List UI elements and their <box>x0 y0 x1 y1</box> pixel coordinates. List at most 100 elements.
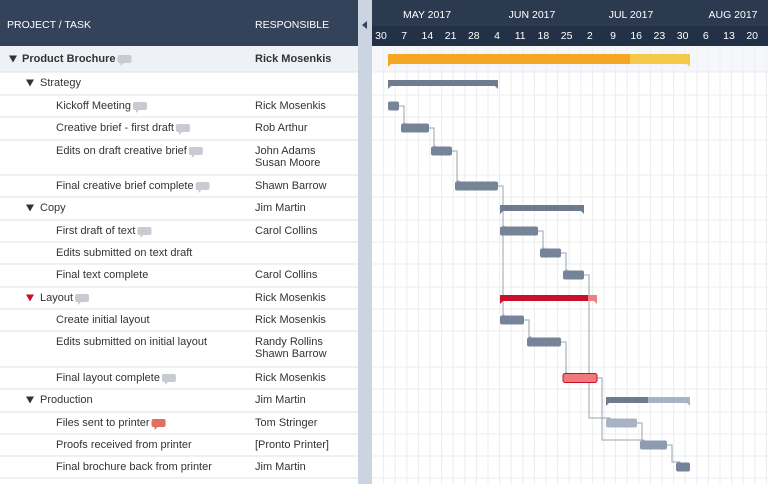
column-header[interactable]: RESPONSIBLE <box>255 19 329 31</box>
task-name[interactable]: Final text complete <box>56 269 148 281</box>
task-name[interactable]: Copy <box>40 202 66 214</box>
task-name[interactable]: Production <box>40 394 93 406</box>
task-bar[interactable] <box>500 315 524 325</box>
task-name[interactable]: Creative brief - first draft <box>56 122 174 134</box>
summary-bar-rest <box>630 54 690 64</box>
expand-toggle[interactable] <box>26 79 34 87</box>
task-bar[interactable] <box>676 462 690 472</box>
task-name[interactable]: Final creative brief complete <box>56 180 194 192</box>
summary-cap <box>388 83 391 89</box>
responsible: Shawn Barrow <box>255 348 327 360</box>
expand-toggle[interactable] <box>9 55 17 63</box>
dependency-link <box>637 422 645 441</box>
comment-icon[interactable] <box>175 124 190 135</box>
month-label: JUN 2017 <box>509 9 556 21</box>
day-label: 7 <box>401 30 407 42</box>
day-label: 9 <box>610 30 616 42</box>
responsible: Rick Mosenkis <box>255 292 326 304</box>
task-bar[interactable] <box>563 270 584 280</box>
responsible: Jim Martin <box>255 394 306 406</box>
task-bar[interactable] <box>527 337 561 347</box>
day-label: 11 <box>515 30 526 42</box>
task-bar[interactable] <box>562 373 598 383</box>
expand-toggle[interactable] <box>26 294 34 302</box>
day-label: 28 <box>468 30 480 42</box>
dependency-link <box>538 230 545 249</box>
expand-toggle[interactable] <box>26 396 34 404</box>
task-bar[interactable] <box>500 226 538 236</box>
responsible: Shawn Barrow <box>255 180 327 192</box>
summary-cap <box>606 400 609 406</box>
task-name[interactable]: First draft of text <box>56 225 135 237</box>
summary-bar-rest <box>588 295 597 301</box>
task-bar[interactable] <box>455 181 498 191</box>
task-name[interactable]: Strategy <box>40 77 81 89</box>
dependency-link <box>498 185 505 316</box>
dependency-link <box>452 150 460 182</box>
task-bar[interactable] <box>388 101 399 111</box>
task-name[interactable]: Final layout complete <box>56 372 160 384</box>
day-label: 30 <box>677 30 689 42</box>
row-highlight <box>0 46 358 72</box>
comment-icon[interactable] <box>137 227 152 238</box>
responsible: Carol Collins <box>255 269 318 281</box>
summary-bar <box>500 205 584 211</box>
responsible: Tom Stringer <box>255 417 318 429</box>
dependency-link <box>667 444 681 463</box>
dependency-link <box>561 252 568 271</box>
responsible: Rick Mosenkis <box>255 100 326 112</box>
summary-bar <box>388 54 630 64</box>
summary-bar <box>388 80 498 86</box>
collapse-arrow[interactable] <box>362 21 367 29</box>
summary-cap <box>594 298 597 304</box>
task-name[interactable]: Product Brochure <box>22 53 116 65</box>
task-bar[interactable] <box>540 248 561 258</box>
dependency-link <box>524 319 532 338</box>
task-bar[interactable] <box>431 146 452 156</box>
comment-icon[interactable] <box>133 102 148 113</box>
responsible: Rick Mosenkis <box>255 314 326 326</box>
task-name[interactable]: Proofs received from printer <box>56 439 192 451</box>
comment-icon[interactable] <box>151 419 166 430</box>
task-name[interactable]: Final brochure back from printer <box>56 461 212 473</box>
grid <box>383 46 767 484</box>
task-bar[interactable] <box>401 123 429 133</box>
task-name[interactable]: Kickoff Meeting <box>56 100 131 112</box>
task-name[interactable]: Edits on draft creative brief <box>56 145 188 157</box>
task-bar[interactable] <box>640 440 667 450</box>
dependency-link <box>584 274 611 419</box>
task-name[interactable]: Create initial layout <box>56 314 150 326</box>
task-name[interactable]: Edits submitted on initial layout <box>56 336 207 348</box>
month-label: JUL 2017 <box>609 9 654 21</box>
responsible: Carol Collins <box>255 225 318 237</box>
task-name[interactable]: Files sent to printer <box>56 417 150 429</box>
comment-icon[interactable] <box>117 55 132 66</box>
comment-icon[interactable] <box>188 147 203 158</box>
comment-icon[interactable] <box>75 294 90 305</box>
summary-bar <box>500 295 588 301</box>
day-label: 18 <box>538 30 550 42</box>
comment-icon[interactable] <box>195 182 210 193</box>
summary-bar-rest <box>648 397 690 403</box>
task-name[interactable]: Edits submitted on text draft <box>56 247 192 259</box>
days-header <box>372 26 768 46</box>
day-label: 25 <box>561 30 573 42</box>
day-label: 13 <box>723 30 735 42</box>
comment-icon[interactable] <box>161 374 176 385</box>
task-bar[interactable] <box>606 418 637 428</box>
dependency-link <box>399 105 406 124</box>
task-name[interactable]: Layout <box>40 292 73 304</box>
responsible: Rob Arthur <box>255 122 308 134</box>
summary-cap <box>687 400 690 406</box>
responsible: John Adams <box>255 145 316 157</box>
month-label: AUG 2017 <box>708 9 757 21</box>
day-label: 16 <box>630 30 642 42</box>
expand-toggle[interactable] <box>26 204 34 212</box>
responsible: Jim Martin <box>255 202 306 214</box>
responsible: Rick Mosenkis <box>255 53 331 65</box>
day-label: 6 <box>703 30 709 42</box>
splitter[interactable] <box>358 0 372 484</box>
column-header[interactable]: PROJECT / TASK <box>7 19 91 31</box>
summary-cap <box>687 59 690 67</box>
